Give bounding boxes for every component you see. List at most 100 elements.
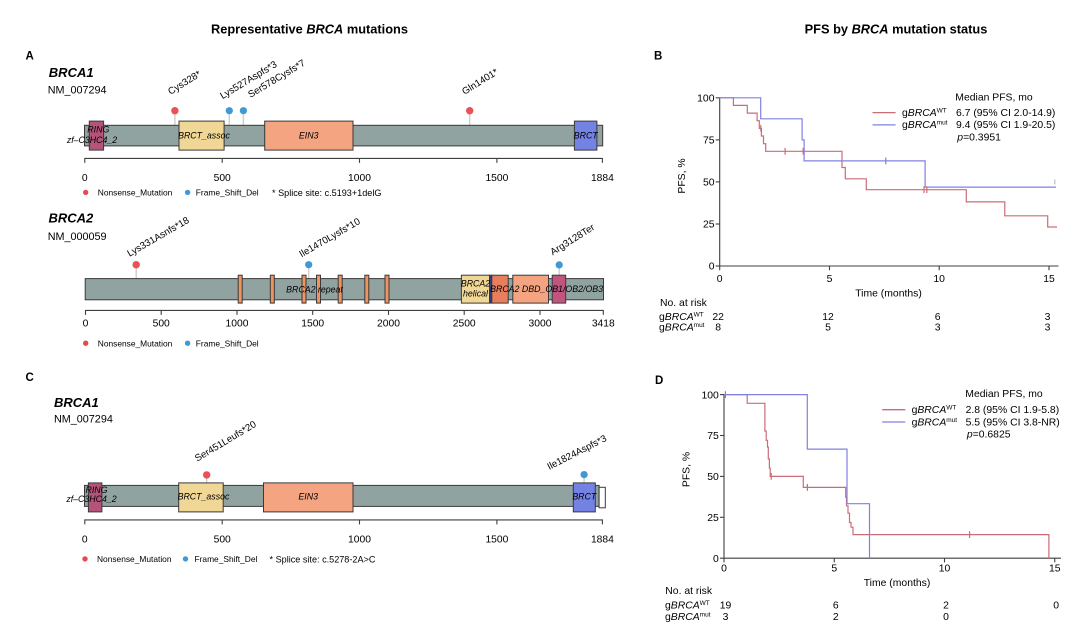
svg-text:1500: 1500 [301, 318, 324, 329]
svg-text:PFS, %: PFS, % [682, 452, 693, 487]
svg-text:9.4 (95% CI 1.9-20.5): 9.4 (95% CI 1.9-20.5) [956, 120, 1055, 131]
svg-text:* Splice site: c.5193+1delG: * Splice site: c.5193+1delG [272, 188, 381, 198]
svg-text:2: 2 [943, 601, 949, 612]
svg-text:8: 8 [715, 323, 721, 334]
svg-text:gBRCAWT: gBRCAWT [902, 107, 947, 119]
svg-text:0: 0 [717, 274, 723, 285]
svg-text:Frame_Shift_Del: Frame_Shift_Del [196, 339, 259, 349]
svg-text:0: 0 [82, 173, 88, 184]
svg-text:2500: 2500 [453, 318, 476, 329]
svg-text:gBRCAmut: gBRCAmut [665, 612, 711, 624]
svg-text:1500: 1500 [485, 534, 508, 545]
svg-text:PFS by BRCA mutation status: PFS by BRCA mutation status [805, 22, 988, 37]
svg-text:0: 0 [82, 534, 88, 545]
svg-text:gBRCAmut: gBRCAmut [912, 417, 958, 429]
svg-text:6: 6 [935, 312, 941, 323]
svg-text:EIN3: EIN3 [299, 131, 319, 141]
svg-text:6: 6 [833, 601, 839, 612]
svg-text:NM_000059: NM_000059 [48, 231, 107, 243]
svg-text:5.5 (95% CI 3.8-NR): 5.5 (95% CI 3.8-NR) [966, 417, 1060, 428]
svg-text:1884: 1884 [591, 534, 614, 545]
svg-text:Frame_Shift_Del: Frame_Shift_Del [195, 554, 258, 564]
svg-text:EIN3: EIN3 [298, 492, 318, 502]
svg-text:15: 15 [1043, 274, 1055, 285]
svg-text:Median PFS, mo: Median PFS, mo [965, 389, 1043, 400]
svg-text:gBRCAmut: gBRCAmut [902, 120, 948, 132]
svg-text:gBRCAWT: gBRCAWT [659, 312, 704, 324]
svg-text:6.7 (95% CI 2.0-14.9): 6.7 (95% CI 2.0-14.9) [956, 108, 1055, 119]
svg-text:p=0.6825: p=0.6825 [966, 430, 1011, 441]
svg-text:No. at risk: No. at risk [665, 586, 713, 597]
svg-text:BRCT: BRCT [574, 131, 599, 141]
svg-text:0: 0 [713, 554, 719, 565]
svg-text:75: 75 [703, 136, 715, 147]
svg-text:D: D [655, 375, 663, 387]
svg-text:BRCT: BRCT [572, 492, 597, 502]
svg-text:BRCA2 repeat: BRCA2 repeat [286, 284, 343, 294]
svg-text:19: 19 [720, 601, 732, 612]
svg-text:50: 50 [703, 178, 715, 189]
svg-text:zf–C3HC4_2: zf–C3HC4_2 [66, 135, 117, 145]
svg-text:5: 5 [825, 323, 831, 334]
svg-text:25: 25 [703, 220, 715, 231]
svg-text:BRCT_assoc: BRCT_assoc [178, 131, 230, 141]
svg-text:* Splice site: c.5278-2A>C: * Splice site: c.5278-2A>C [270, 555, 376, 565]
svg-text:3418: 3418 [592, 318, 615, 329]
svg-text:BRCA1: BRCA1 [49, 65, 94, 80]
svg-text:A: A [26, 51, 34, 63]
svg-text:1000: 1000 [348, 534, 371, 545]
svg-text:No. at risk: No. at risk [660, 298, 708, 309]
svg-text:RING: RING [87, 124, 109, 134]
svg-text:1884: 1884 [591, 173, 614, 184]
svg-text:3: 3 [935, 323, 941, 334]
svg-text:22: 22 [712, 312, 724, 323]
svg-text:gBRCAmut: gBRCAmut [659, 322, 705, 334]
svg-text:0: 0 [709, 262, 715, 273]
svg-text:p=0.3951: p=0.3951 [956, 133, 1001, 144]
svg-text:500: 500 [214, 534, 231, 545]
svg-text:500: 500 [153, 318, 170, 329]
svg-text:Nonsense_Mutation: Nonsense_Mutation [98, 339, 173, 349]
svg-text:gBRCAWT: gBRCAWT [912, 405, 957, 417]
svg-text:NM_007294: NM_007294 [54, 413, 113, 425]
svg-text:Nonsense_Mutation: Nonsense_Mutation [97, 554, 172, 564]
svg-text:Median PFS, mo: Median PFS, mo [955, 92, 1033, 103]
svg-text:12: 12 [822, 312, 834, 323]
svg-text:3: 3 [1045, 323, 1051, 334]
svg-text:5: 5 [831, 564, 837, 575]
svg-text:C: C [26, 372, 34, 384]
svg-text:0: 0 [1053, 601, 1059, 612]
svg-text:BRCA2 DBD_OB1/OB2/OB3: BRCA2 DBD_OB1/OB2/OB3 [490, 284, 603, 294]
svg-text:50: 50 [707, 472, 719, 483]
svg-text:1000: 1000 [348, 173, 371, 184]
svg-text:BRCA2: BRCA2 [461, 279, 490, 289]
svg-text:Nonsense_Mutation: Nonsense_Mutation [98, 188, 173, 198]
svg-text:75: 75 [707, 431, 719, 442]
svg-text:BRCA1: BRCA1 [54, 395, 99, 410]
svg-text:15: 15 [1049, 564, 1061, 575]
svg-text:2000: 2000 [377, 318, 400, 329]
svg-text:10: 10 [939, 564, 951, 575]
svg-text:3: 3 [1045, 312, 1051, 323]
svg-text:helical: helical [463, 289, 489, 299]
svg-text:25: 25 [707, 513, 719, 524]
svg-text:0: 0 [943, 612, 949, 623]
svg-text:RING: RING [86, 485, 108, 495]
svg-text:2.8 (95% CI 1.9-5.8): 2.8 (95% CI 1.9-5.8) [966, 405, 1060, 416]
svg-text:NM_007294: NM_007294 [48, 85, 107, 97]
svg-text:1000: 1000 [226, 318, 249, 329]
svg-text:3: 3 [723, 612, 729, 623]
svg-text:500: 500 [214, 173, 231, 184]
svg-text:3000: 3000 [529, 318, 552, 329]
svg-text:BRCT_assoc: BRCT_assoc [178, 492, 230, 502]
svg-text:10: 10 [933, 274, 945, 285]
svg-text:100: 100 [697, 94, 715, 105]
svg-text:2: 2 [833, 612, 839, 623]
svg-text:PFS, %: PFS, % [677, 158, 688, 193]
svg-text:100: 100 [701, 390, 719, 401]
svg-text:0: 0 [83, 318, 89, 329]
svg-text:Time (months): Time (months) [855, 288, 922, 299]
svg-text:5: 5 [827, 274, 833, 285]
svg-text:BRCA2: BRCA2 [49, 211, 95, 226]
svg-text:gBRCAWT: gBRCAWT [665, 600, 710, 612]
